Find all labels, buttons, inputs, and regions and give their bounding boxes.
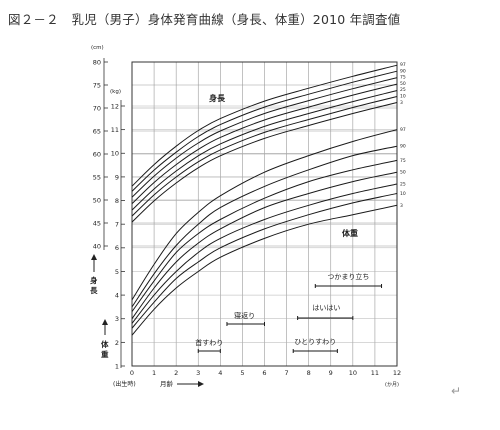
- height-percentile-label: 75: [400, 75, 406, 81]
- x-axis-unit: (か月): [385, 381, 399, 388]
- height-tick-label: 80: [93, 58, 101, 66]
- height-axis-unit: (cm): [91, 45, 104, 51]
- figure-title: 図２－２ 乳児（男子）身体発育曲線（身長、体重）2010 年調査値: [8, 12, 401, 27]
- milestone-label: はいはい: [312, 304, 340, 312]
- height-percentile-label: 3: [400, 100, 403, 106]
- weight-curve-p3: [131, 204, 398, 336]
- height-curve-p75: [131, 77, 398, 198]
- plot-frame: [131, 61, 398, 367]
- milestone-label: 寝返り: [234, 311, 255, 320]
- height-axis-label-2: 長: [90, 286, 98, 295]
- height-curve-p3: [131, 102, 398, 223]
- weight-percentile-label: 50: [400, 170, 406, 176]
- height-percentile-label: 97: [400, 62, 406, 68]
- weight-percentile-label: 10: [400, 191, 406, 197]
- weight-tick-label: 10: [111, 150, 119, 158]
- height-tick-label: 75: [93, 81, 101, 89]
- x-tick-label: 12: [393, 369, 401, 377]
- x-tick-label: 0: [130, 369, 134, 377]
- weight-tick-label: 2: [115, 339, 119, 347]
- x-axis-age-label: 月齢: [160, 379, 174, 388]
- weight-curve-p10: [131, 193, 398, 329]
- height-percentile-label: 10: [400, 94, 406, 100]
- x-tick-label: 5: [240, 369, 244, 377]
- height-curve-p97: [131, 64, 398, 187]
- weight-percentile-label: 3: [400, 203, 403, 209]
- weight-curve-p90: [131, 145, 398, 308]
- height-tick-label: 40: [93, 242, 101, 250]
- weight-tick-label: 1: [115, 362, 119, 370]
- weight-tick-label: 4: [115, 291, 119, 299]
- x-tick-label: 3: [196, 369, 200, 377]
- weight-tick-label: 12: [111, 102, 119, 110]
- weight-percentile-label: 97: [400, 127, 406, 133]
- height-series-label: 身長: [209, 93, 226, 103]
- weight-axis-label-1: 体: [101, 339, 109, 349]
- x-axis-arrowhead: [198, 381, 204, 387]
- weight-curve-p25: [131, 183, 398, 324]
- weight-tick-label: 8: [115, 197, 119, 205]
- weight-axis-arrowhead: [102, 319, 108, 325]
- x-tick-label: 6: [262, 369, 266, 377]
- height-curve-p25: [131, 90, 398, 211]
- height-tick-label: 50: [93, 196, 101, 204]
- weight-percentile-label: 25: [400, 182, 406, 188]
- weight-series-label: 体重: [342, 228, 358, 238]
- x-tick-label: 1: [152, 369, 156, 377]
- height-percentile-label: 90: [400, 68, 406, 74]
- x-tick-label: 11: [371, 369, 379, 377]
- height-axis-label-1: 身: [90, 275, 98, 285]
- return-mark: ↵: [451, 384, 462, 398]
- x-tick-label: 2: [174, 369, 178, 377]
- x-tick-label: 4: [218, 369, 222, 377]
- milestone-label: 首すわり: [195, 338, 223, 347]
- weight-percentile-label: 90: [400, 144, 406, 150]
- weight-axis-unit: (kg): [110, 89, 121, 95]
- weight-tick-label: 7: [115, 221, 119, 229]
- height-curve-p10: [131, 96, 398, 217]
- height-tick-label: 70: [93, 104, 101, 112]
- x-tick-label: 9: [329, 369, 333, 377]
- weight-curve-p97: [131, 129, 398, 301]
- height-curve-p90: [131, 70, 398, 192]
- weight-axis-label-2: 重: [101, 349, 109, 359]
- weight-curve-p75: [131, 159, 398, 312]
- weight-tick-label: 5: [115, 268, 119, 276]
- milestone-label: つかまり立ち: [327, 272, 369, 281]
- weight-percentile-label: 75: [400, 158, 406, 164]
- height-curve-p50: [131, 83, 398, 205]
- weight-tick-label: 6: [115, 244, 119, 252]
- weight-tick-label: 3: [115, 315, 119, 323]
- height-tick-label: 45: [93, 219, 101, 227]
- x-axis-birth-label: (出生時): [113, 380, 136, 388]
- x-tick-label: 8: [307, 369, 311, 377]
- weight-tick-label: 11: [111, 126, 119, 134]
- height-tick-label: 65: [93, 127, 101, 135]
- height-tick-label: 60: [93, 150, 101, 158]
- height-axis-arrowhead: [91, 254, 97, 260]
- milestone-label: ひとりすわり: [294, 338, 336, 346]
- height-tick-label: 55: [93, 173, 101, 181]
- height-percentile-label: 25: [400, 87, 406, 93]
- weight-tick-label: 9: [115, 173, 119, 181]
- height-percentile-label: 50: [400, 81, 406, 87]
- weight-curve-p50: [131, 171, 398, 319]
- x-tick-label: 10: [349, 369, 357, 377]
- x-tick-label: 7: [285, 369, 289, 377]
